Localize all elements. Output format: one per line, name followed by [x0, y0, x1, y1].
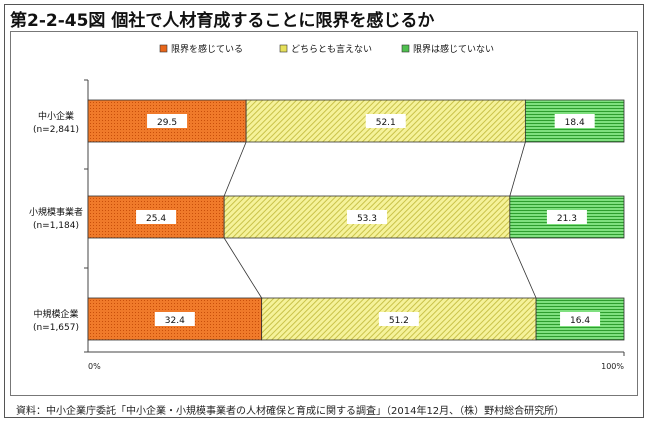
connector-line — [509, 141, 526, 197]
data-label-box — [346, 210, 387, 224]
data-label: 53.3 — [357, 214, 377, 224]
x-tick-label: 0% — [88, 362, 101, 371]
data-label: 29.5 — [157, 118, 177, 128]
data-label: 51.2 — [389, 316, 409, 326]
category-label: 中規模企業 — [33, 308, 78, 320]
category-n-label: (n=2,841) — [33, 125, 79, 135]
legend-label: 限界は感じていない — [413, 43, 494, 55]
connector-line — [509, 237, 537, 299]
data-label-box — [365, 114, 406, 128]
connector-line — [223, 141, 247, 197]
data-label-box — [147, 114, 188, 128]
data-label-box — [560, 312, 601, 326]
figure-frame — [4, 4, 644, 418]
source-note: 資料：中小企業庁委託「中小企業・小規模事業者の人材確保と育成に関する調査」（20… — [16, 406, 565, 417]
data-label: 18.4 — [565, 118, 585, 128]
legend-label: どちらとも言えない — [291, 43, 372, 55]
legend-label: 限界を感じている — [171, 43, 243, 55]
x-tick-label: 100% — [601, 362, 624, 371]
category-n-label: (n=1,657) — [33, 323, 79, 333]
connector-line — [223, 237, 263, 299]
legend-swatch — [279, 44, 288, 53]
category-label: 中小企業 — [38, 110, 74, 122]
data-label: 16.4 — [570, 316, 590, 326]
data-label-box — [136, 210, 177, 224]
data-label-box — [546, 210, 587, 224]
data-label-box — [378, 312, 419, 326]
legend-swatch — [159, 44, 168, 53]
data-label-box — [154, 312, 195, 326]
chart-title: 第2-2-45図 個社で人材育成することに限界を感じるか — [10, 11, 435, 31]
data-label: 32.4 — [165, 316, 185, 326]
data-label-box — [554, 114, 595, 128]
data-label: 52.1 — [376, 118, 396, 128]
category-label: 小規模事業者 — [29, 206, 83, 218]
data-label: 25.4 — [146, 214, 166, 224]
legend-swatch — [401, 44, 410, 53]
category-n-label: (n=1,184) — [33, 221, 79, 231]
chart-panel — [10, 31, 638, 396]
data-label: 21.3 — [557, 214, 577, 224]
